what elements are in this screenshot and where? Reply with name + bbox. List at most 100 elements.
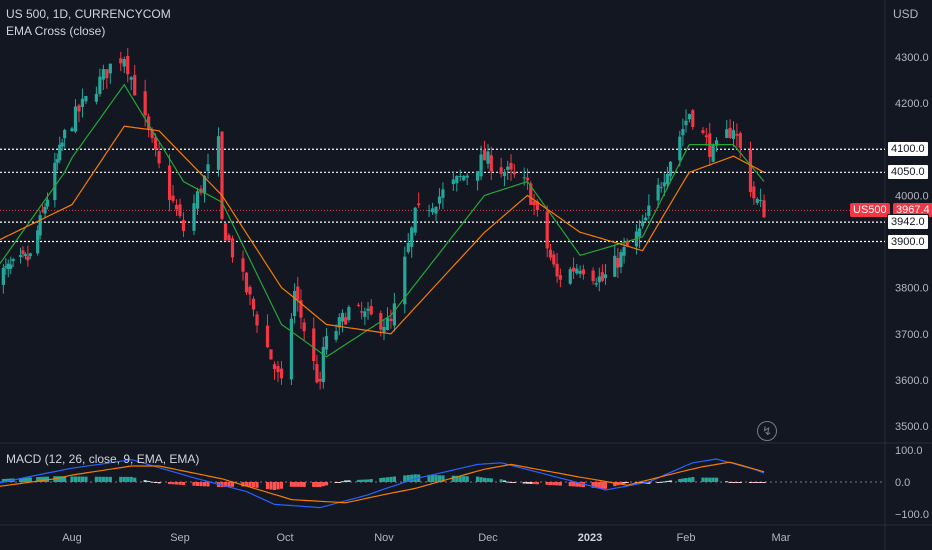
candle-body [575, 268, 579, 274]
candle-body [133, 75, 137, 96]
candle-body [714, 140, 719, 146]
macd-histogram-bar [318, 482, 322, 488]
candle-body [289, 318, 293, 380]
macd-histogram-bar [126, 476, 130, 482]
price-tick-label: 3500.0 [895, 421, 929, 433]
macd-histogram-bar [356, 479, 361, 482]
macd-histogram-bar [272, 482, 277, 490]
candle-body [60, 142, 64, 147]
macd-histogram-bar [701, 477, 705, 482]
candle-body [555, 263, 559, 277]
candle-body [755, 199, 759, 203]
candle-body [337, 317, 341, 328]
macd-histogram-bar [748, 482, 753, 483]
candle-body [28, 253, 32, 256]
candle-body [340, 312, 345, 322]
candle-body [681, 128, 685, 136]
level-price-label: 3900.0 [887, 233, 929, 250]
macd-histogram-bar [105, 476, 109, 482]
candle-body [406, 242, 410, 252]
time-tick-label: 2023 [578, 532, 602, 544]
macd-legend[interactable]: MACD (12, 26, close, 9, EMA, EMA) [6, 452, 200, 466]
candle-body [668, 161, 673, 177]
indicator-legend[interactable]: EMA Cross (close) [6, 24, 106, 38]
price-tick-label: 4000.0 [895, 190, 929, 202]
candle-body [4, 266, 8, 268]
candle-body [465, 175, 469, 178]
macd-histogram-bar [154, 482, 158, 483]
candle-body [244, 272, 249, 293]
macd-histogram-bar [406, 475, 410, 482]
macd-histogram-bar [389, 476, 393, 482]
candle-body [687, 114, 691, 120]
candle-body [603, 274, 608, 279]
macd-histogram-bar [192, 482, 196, 486]
candle-body [126, 55, 130, 75]
macd-histogram-bar [437, 475, 442, 482]
macd-histogram-bar [334, 482, 338, 483]
candle-body [11, 259, 15, 261]
candle-body [195, 191, 200, 209]
candle-body [578, 270, 582, 274]
macd-histogram-bar [108, 476, 112, 482]
candle-body [321, 346, 325, 383]
macd-histogram-bar [174, 482, 179, 485]
candle-body [509, 162, 513, 170]
candle-body [701, 130, 705, 134]
macd-histogram-bar [728, 482, 732, 483]
macd-histogram-bar [6, 478, 10, 482]
candle-body [26, 256, 30, 261]
macd-histogram-bar [455, 475, 459, 482]
candle-body [545, 211, 549, 249]
candle-body [73, 106, 78, 132]
macd-histogram-bar [647, 482, 651, 484]
flash-icon[interactable]: ↯ [757, 421, 777, 441]
macd-tick-label: 100.0 [895, 445, 923, 457]
macd-histogram-bar [762, 482, 766, 484]
macd-histogram-bar [613, 482, 617, 487]
candle-body [174, 205, 179, 210]
price-tick-label: 4200.0 [895, 98, 929, 110]
price-tick-label: 3700.0 [895, 329, 929, 341]
candle-body [171, 195, 175, 201]
macd-histogram-bar [486, 478, 490, 482]
candle-body [591, 270, 595, 282]
candle-body [462, 175, 466, 181]
macd-histogram-bar [324, 482, 329, 486]
macd-histogram-bar [58, 476, 62, 482]
macd-histogram-bar [321, 482, 325, 487]
level-price-label: 4100.0 [887, 141, 929, 158]
macd-histogram-bar [315, 482, 319, 488]
candle-body [434, 207, 438, 214]
candle-body [403, 256, 407, 305]
macd-histogram-bar [738, 482, 742, 483]
candle-body [532, 201, 536, 206]
candle-body [299, 300, 303, 318]
candle-body [725, 129, 729, 138]
macd-histogram-bar [659, 481, 663, 483]
candle-body [427, 210, 431, 212]
candle-body [272, 364, 277, 370]
macd-histogram-bar [98, 476, 102, 482]
candle-body [616, 257, 620, 268]
candle-body [363, 311, 367, 317]
candle-body [216, 136, 221, 170]
candle-body [665, 173, 670, 185]
candle-body [647, 205, 651, 216]
macd-histogram-bar [568, 482, 572, 487]
symbol-title[interactable]: US 500, 1D, CURRENCYCOM [6, 7, 171, 21]
macd-histogram-bar [545, 482, 549, 485]
candle-body [369, 305, 373, 315]
candle-body [366, 308, 370, 311]
macd-tick-label: 0.0 [895, 477, 910, 489]
macd-histogram-bar [265, 482, 270, 490]
candle-body [479, 154, 483, 177]
macd-histogram-bar [413, 474, 417, 482]
candle-body [129, 77, 133, 80]
macd-histogram-bar [296, 482, 300, 487]
candle-body [23, 254, 28, 256]
macd-histogram-bar [312, 482, 316, 487]
candle-body [292, 290, 297, 317]
macd-histogram-bar [220, 482, 224, 488]
